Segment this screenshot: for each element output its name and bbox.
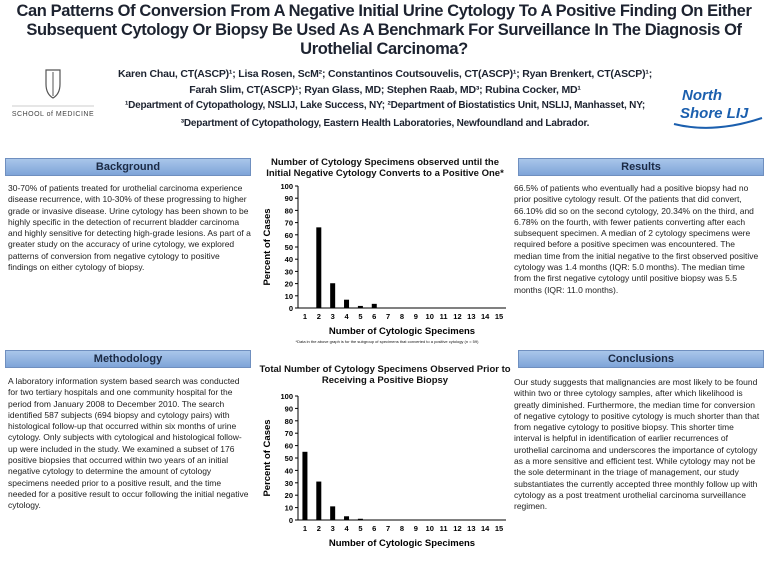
y-tick-label: 40 <box>285 255 293 264</box>
section-heading: Results <box>518 158 764 176</box>
x-tick-label: 13 <box>467 524 475 533</box>
x-tick-label: 1 <box>303 524 307 533</box>
y-tick-label: 20 <box>285 491 293 500</box>
y-tick-label: 90 <box>285 404 293 413</box>
chart-footnote: *Data in the above graph is for the subg… <box>295 339 479 344</box>
bar <box>316 481 322 520</box>
x-tick-label: 11 <box>440 312 448 321</box>
y-tick-label: 30 <box>285 267 293 276</box>
y-tick-label: 0 <box>289 304 293 313</box>
x-tick-label: 4 <box>344 312 349 321</box>
x-tick-label: 3 <box>331 312 335 321</box>
authors: Karen Chau, CT(ASCP)¹; Lisa Rosen, ScM²;… <box>118 68 652 96</box>
x-tick-label: 8 <box>400 312 404 321</box>
x-tick-label: 15 <box>495 524 503 533</box>
affiliation: ¹Department of Cytopathology, NSLIJ, Lak… <box>124 100 646 111</box>
section-text: A laboratory information system based se… <box>8 376 249 511</box>
y-tick-label: 90 <box>285 194 293 203</box>
y-tick-label: 80 <box>285 417 293 426</box>
x-tick-label: 6 <box>372 524 376 533</box>
health-logo: North Shore LIJ <box>673 87 763 129</box>
chart: 0 10 20 30 40 50 60 70 80 90 100 Percent of Cases Nu… <box>262 392 506 549</box>
y-tick-label: 70 <box>285 429 293 438</box>
y-tick-label: 50 <box>285 454 293 463</box>
x-tick-label: 2 <box>317 524 321 533</box>
x-tick-label: 14 <box>481 312 490 321</box>
bar <box>357 305 363 308</box>
section-text: 66.5% of patients who eventually had a p… <box>514 183 759 295</box>
chart-title: Number of Cytology Specimens observed un… <box>266 157 504 179</box>
x-tick-label: 1 <box>303 312 307 321</box>
bar <box>371 303 377 308</box>
logo-text: North <box>682 87 722 104</box>
y-tick-label: 100 <box>280 392 293 401</box>
section-heading: Background <box>5 158 251 176</box>
y-tick-label: 10 <box>285 292 293 301</box>
y-tick-label: 20 <box>285 280 293 289</box>
x-tick-label: 2 <box>317 312 321 321</box>
x-tick-label: 9 <box>414 312 418 321</box>
bar <box>302 451 308 520</box>
y-tick-label: 40 <box>285 466 293 475</box>
x-tick-label: 14 <box>481 524 490 533</box>
bar <box>330 506 336 520</box>
school-name: SCHOOL of MEDICINE <box>12 111 94 118</box>
x-tick-label: 4 <box>344 524 349 533</box>
y-tick-label: 60 <box>285 442 293 451</box>
x-tick-label: 8 <box>400 524 404 533</box>
x-axis-label: Number of Cytologic Specimens <box>329 326 475 337</box>
bar <box>344 516 350 520</box>
poster-title: Can Patterns Of Conversion From A Negati… <box>16 2 752 58</box>
x-tick-label: 10 <box>426 524 434 533</box>
bar <box>316 227 322 308</box>
x-tick-label: 15 <box>495 312 503 321</box>
x-tick-label: 7 <box>386 312 390 321</box>
y-tick-label: 50 <box>285 243 293 252</box>
x-tick-label: 12 <box>453 524 461 533</box>
y-axis-label: Percent of Cases <box>262 208 273 285</box>
section-text: Our study suggests that malignancies are… <box>514 377 760 512</box>
x-tick-label: 11 <box>440 524 448 533</box>
x-tick-label: 12 <box>453 312 461 321</box>
section-heading: Conclusions <box>518 350 764 368</box>
x-tick-label: 6 <box>372 312 376 321</box>
chart: 0 10 20 30 40 50 60 70 80 90 100 Percent of Cases Nu… <box>262 182 506 337</box>
y-axis-label: Percent of Cases <box>262 419 273 496</box>
x-tick-label: 3 <box>331 524 335 533</box>
y-tick-label: 0 <box>289 516 293 525</box>
x-tick-label: 10 <box>426 312 434 321</box>
x-tick-label: 13 <box>467 312 475 321</box>
y-tick-label: 100 <box>280 182 293 191</box>
bar <box>330 283 336 308</box>
x-tick-label: 7 <box>386 524 390 533</box>
x-tick-label: 5 <box>358 524 362 533</box>
y-tick-label: 10 <box>285 504 293 513</box>
x-tick-label: 5 <box>358 312 362 321</box>
chart-title: Total Number of Cytology Specimens Obser… <box>259 364 511 386</box>
y-tick-label: 80 <box>285 206 293 215</box>
bar <box>357 518 363 520</box>
section-text: 30-70% of patients treated for urothelia… <box>8 183 251 273</box>
y-tick-label: 70 <box>285 219 293 228</box>
section-heading: Methodology <box>5 350 251 368</box>
logo-text: Shore LIJ <box>680 105 749 122</box>
x-axis-label: Number of Cytologic Specimens <box>329 538 475 549</box>
x-tick-label: 9 <box>414 524 418 533</box>
school-logo: SCHOOL of MEDICINE <box>12 69 94 118</box>
y-tick-label: 30 <box>285 479 293 488</box>
affiliation: ³Department of Cytopathology, Eastern He… <box>180 118 590 129</box>
bar <box>344 299 350 308</box>
y-tick-label: 60 <box>285 231 293 240</box>
